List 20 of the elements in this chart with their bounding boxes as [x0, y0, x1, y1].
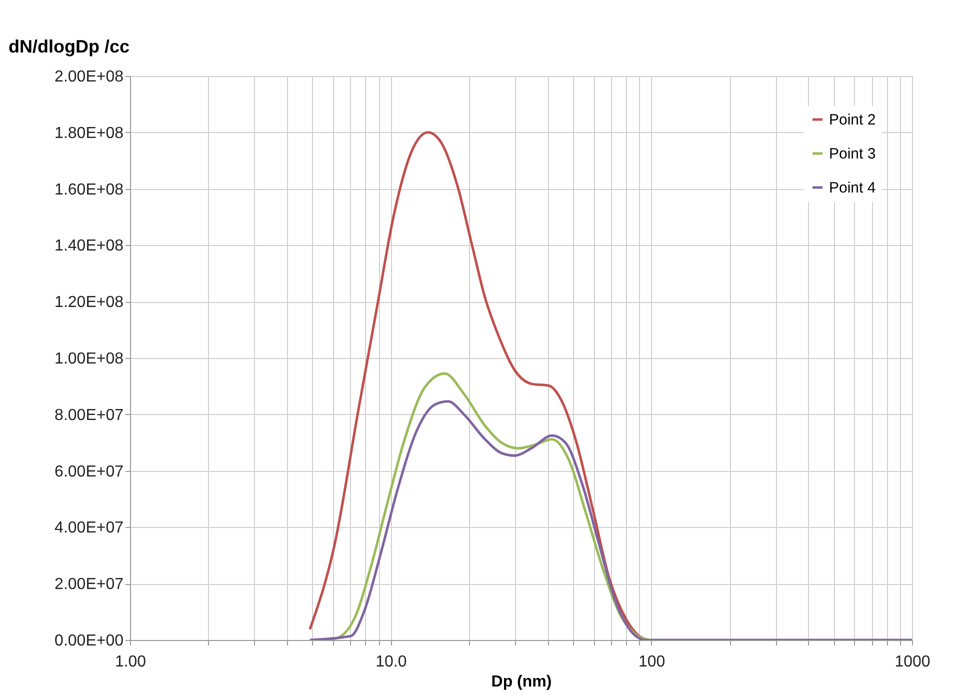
y-tick-label: 0.00E+00: [54, 632, 124, 650]
y-tick-label: 1.60E+08: [54, 181, 124, 198]
y-tick-label: 1.40E+08: [54, 238, 124, 255]
y-tick-label: 1.20E+08: [54, 294, 124, 312]
y-axis-title: dN/dlogDp /cc: [8, 36, 130, 56]
y-tick-label: 4.00E+07: [54, 520, 124, 537]
y-tick-label: 8.00E+07: [54, 406, 124, 424]
y-tick-label: 1.00E+08: [54, 350, 124, 368]
y-tick-label: 2.00E+07: [54, 576, 124, 594]
y-tick-label: 6.00E+07: [54, 463, 124, 480]
x-tick-label: 1000: [894, 654, 930, 670]
x-tick-label: 10.0: [376, 654, 407, 670]
legend-label: Point 2: [829, 112, 876, 128]
x-axis-title: Dp (nm): [491, 674, 552, 690]
y-tick-label: 2.00E+08: [54, 68, 124, 86]
x-tick-label: 100: [638, 654, 666, 670]
y-tick-label: 1.80E+08: [54, 124, 124, 142]
legend-label: Point 3: [829, 146, 876, 162]
legend-label: Point 4: [829, 180, 876, 196]
x-tick-label: 1.00: [114, 654, 146, 670]
